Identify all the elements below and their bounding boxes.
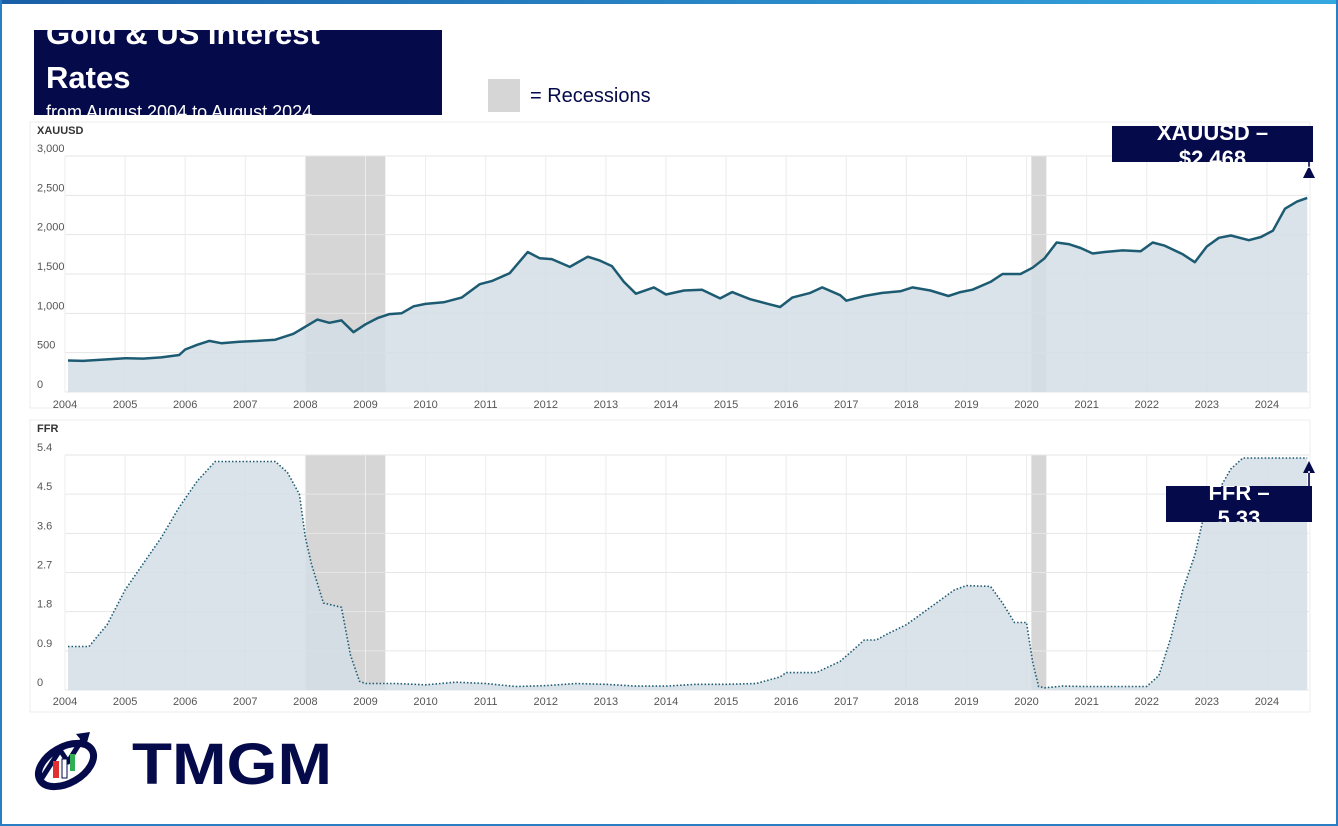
ffr-xtick-label: 2015 [714, 696, 738, 708]
gold-xtick-label: 2008 [293, 399, 317, 411]
gold-ytick-label: 2,500 [37, 182, 65, 194]
recession-legend-label: = Recessions [530, 85, 651, 107]
gold-xtick-label: 2015 [714, 399, 738, 411]
gold-ytick-label: 3,000 [37, 143, 65, 155]
gold-series-area [68, 197, 1308, 392]
tmgm-logo: TMGM [32, 728, 342, 798]
gold-xtick-label: 2014 [654, 399, 678, 411]
top-border [0, 0, 1338, 4]
ffr-xtick-label: 2012 [534, 696, 558, 708]
ffr-xtick-label: 2019 [954, 696, 978, 708]
right-border [1336, 0, 1338, 826]
tmgm-logo-mark: TMGM [35, 732, 332, 797]
ffr-axis-label: FFR [37, 423, 58, 435]
ffr-xtick-label: 2011 [474, 696, 498, 708]
ffr-ytick-label: 4.5 [37, 481, 52, 493]
gold-xtick-label: 2018 [894, 399, 918, 411]
ffr-xtick-label: 2009 [353, 696, 377, 708]
title-box: Gold & US Interest Rates from August 200… [34, 30, 442, 115]
ffr-xtick-label: 2004 [53, 696, 77, 708]
gold-xtick-label: 2004 [53, 399, 77, 411]
ffr-series-area [68, 458, 1308, 690]
ffr-ytick-label: 2.7 [37, 560, 52, 572]
ffr-ytick-label: 5.4 [37, 442, 52, 454]
gold-xtick-label: 2010 [413, 399, 437, 411]
ffr-ytick-label: 0.9 [37, 638, 52, 650]
ffr-xtick-label: 2022 [1134, 696, 1158, 708]
ffr-xtick-label: 2024 [1255, 696, 1279, 708]
ffr-xtick-label: 2007 [233, 696, 257, 708]
ffr-callout-line1: FFR – [1208, 486, 1270, 505]
gold-xtick-label: 2013 [594, 399, 618, 411]
gold-xtick-label: 2022 [1134, 399, 1158, 411]
gold-arrow-icon [1303, 152, 1315, 178]
gold-callout-line2: $2,468 [1178, 146, 1247, 162]
bottom-border [0, 824, 1338, 826]
ffr-xtick-label: 2006 [173, 696, 197, 708]
gold-xtick-label: 2006 [173, 399, 197, 411]
gold-callout: XAUUSD – $2,468 [1112, 126, 1313, 162]
gold-xtick-label: 2005 [113, 399, 137, 411]
gold-xtick-label: 2021 [1074, 399, 1098, 411]
gold-chart: 0 500 1,000 1,500 2,000 2,500 3,000 2004 2005 200… [29, 121, 1311, 411]
ffr-xtick-label: 2017 [834, 696, 858, 708]
ffr-ytick-label: 0 [37, 677, 43, 689]
ffr-callout-line2: 5.33 [1217, 506, 1261, 522]
gold-ytick-label: 2,000 [37, 222, 65, 234]
gold-xtick-label: 2007 [233, 399, 257, 411]
gold-xtick-label: 2020 [1014, 399, 1038, 411]
gold-ytick-label: 1,000 [37, 300, 65, 312]
recession-legend-swatch [488, 79, 520, 112]
gold-xtick-label: 2016 [774, 399, 798, 411]
ffr-xtick-label: 2020 [1014, 696, 1038, 708]
gold-xtick-label: 2023 [1195, 399, 1219, 411]
ffr-xtick-label: 2021 [1074, 696, 1098, 708]
tmgm-wordmark: TMGM [132, 732, 332, 797]
ffr-xtick-label: 2005 [113, 696, 137, 708]
ffr-xtick-label: 2016 [774, 696, 798, 708]
ffr-xtick-label: 2013 [594, 696, 618, 708]
ffr-xtick-label: 2018 [894, 696, 918, 708]
gold-ytick-label: 0 [37, 379, 43, 391]
gold-xtick-label: 2019 [954, 399, 978, 411]
ffr-xtick-label: 2010 [413, 696, 437, 708]
gold-xtick-label: 2011 [474, 399, 498, 411]
ffr-xtick-label: 2014 [654, 696, 678, 708]
gold-ytick-label: 1,500 [37, 261, 65, 273]
gold-xtick-label: 2009 [353, 399, 377, 411]
chart-title-line1: Gold & US Interest [46, 30, 320, 51]
gold-callout-line1: XAUUSD – [1156, 126, 1269, 145]
gold-xtick-label: 2024 [1255, 399, 1279, 411]
ffr-xtick-label: 2008 [293, 696, 317, 708]
left-border [0, 0, 2, 826]
gold-series-line [67, 196, 1308, 363]
gold-axis-label: XAUUSD [37, 125, 84, 137]
ffr-ytick-label: 3.6 [37, 520, 52, 532]
ffr-callout: FFR – 5.33 [1166, 486, 1312, 522]
chart-subtitle: from August 2004 to August 2024 [46, 102, 313, 115]
gold-ytick-label: 500 [37, 340, 55, 352]
gold-xtick-label: 2012 [534, 399, 558, 411]
ffr-chart: 0 0.9 1.8 2.7 3.6 4.5 5.4 2004 2005 2006 2007 2008 2… [29, 419, 1311, 713]
gold-xtick-label: 2017 [834, 399, 858, 411]
ffr-ytick-label: 1.8 [37, 599, 52, 611]
ffr-arrow-icon [1303, 461, 1315, 487]
ffr-xtick-label: 2023 [1195, 696, 1219, 708]
chart-title-line2: Rates [46, 60, 131, 95]
